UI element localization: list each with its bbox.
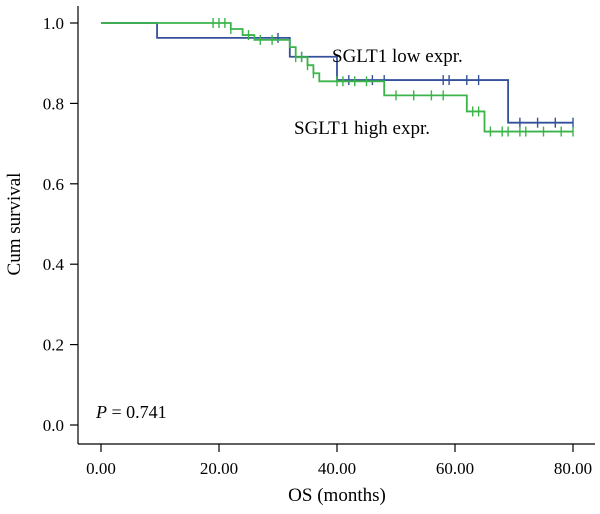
y-tick-label: 0.8 [43,94,64,113]
y-tick-label: 0.4 [43,255,65,274]
y-axis-label: Cum survival [4,173,25,276]
p-value-symbol: P [95,402,107,422]
p-value-annotation: P = 0.741 [95,402,167,422]
p-value-text: = 0.741 [107,402,167,422]
x-axis-label: OS (months) [288,485,386,506]
x-tick-label: 0.00 [86,459,116,478]
x-tick-label: 60.00 [436,459,474,478]
x-tick-label: 40.00 [318,459,356,478]
y-tick-label: 0.6 [43,175,64,194]
ticks: 0.00 20.00 40.00 60.00 80.00 0.0 0.2 0.4 0.6 0.8 1… [43,14,592,478]
y-tick-label: 0.0 [43,416,64,435]
x-tick-label: 20.00 [200,459,238,478]
y-tick-label: 1.0 [43,14,64,33]
x-tick-label: 80.00 [554,459,592,478]
series-high [101,18,574,137]
series-label-high: SGLT1 high expr. [294,118,430,139]
y-tick-label: 0.2 [43,336,64,355]
series-low [101,22,574,128]
series-layer [101,18,574,137]
survival-curve [101,22,573,124]
series-label-low: SGLT1 low expr. [332,46,463,67]
